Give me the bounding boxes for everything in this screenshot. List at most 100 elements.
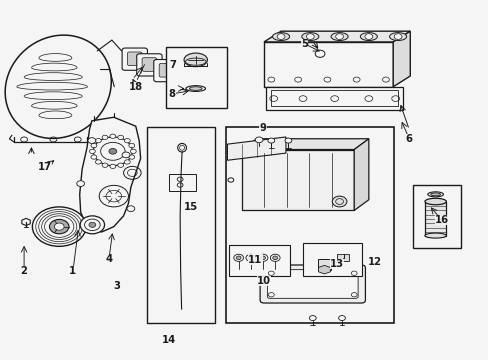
Polygon shape: [227, 137, 285, 160]
Circle shape: [309, 316, 316, 320]
Text: 2: 2: [20, 266, 27, 276]
Circle shape: [49, 220, 69, 234]
Ellipse shape: [424, 233, 446, 238]
Circle shape: [110, 164, 116, 168]
Circle shape: [77, 181, 84, 186]
Ellipse shape: [427, 192, 443, 197]
Circle shape: [272, 256, 277, 260]
FancyBboxPatch shape: [122, 48, 147, 70]
Circle shape: [91, 143, 97, 148]
Text: 12: 12: [367, 257, 382, 267]
Circle shape: [128, 155, 134, 159]
FancyBboxPatch shape: [167, 64, 192, 87]
Bar: [168, 174, 195, 191]
Circle shape: [89, 222, 96, 227]
Ellipse shape: [183, 53, 207, 67]
Polygon shape: [264, 42, 392, 87]
Circle shape: [118, 163, 123, 167]
Ellipse shape: [189, 87, 202, 90]
Circle shape: [130, 149, 136, 153]
Circle shape: [260, 256, 265, 260]
Circle shape: [110, 134, 116, 138]
Bar: [166, 47, 227, 108]
Circle shape: [88, 138, 96, 143]
Bar: [412, 185, 461, 248]
Bar: [228, 245, 289, 276]
Circle shape: [91, 155, 97, 159]
Text: 5: 5: [300, 39, 307, 49]
Circle shape: [277, 34, 285, 40]
Ellipse shape: [389, 33, 406, 41]
Circle shape: [331, 196, 346, 207]
Circle shape: [285, 138, 291, 143]
Text: 14: 14: [162, 334, 176, 345]
Bar: [225, 127, 393, 323]
Text: 7: 7: [168, 60, 175, 70]
Circle shape: [102, 163, 108, 167]
Circle shape: [124, 139, 130, 143]
Circle shape: [124, 160, 130, 164]
FancyBboxPatch shape: [159, 63, 173, 77]
Text: 16: 16: [434, 215, 448, 225]
Text: 9: 9: [259, 123, 266, 133]
Circle shape: [306, 34, 314, 40]
FancyBboxPatch shape: [127, 52, 142, 66]
Bar: [424, 202, 446, 235]
FancyBboxPatch shape: [172, 68, 187, 82]
Polygon shape: [318, 265, 330, 274]
FancyBboxPatch shape: [142, 58, 157, 71]
Polygon shape: [392, 31, 409, 87]
Text: 18: 18: [129, 82, 143, 92]
Circle shape: [32, 207, 86, 246]
Circle shape: [122, 152, 130, 158]
Ellipse shape: [301, 33, 318, 41]
Circle shape: [393, 34, 401, 40]
Polygon shape: [264, 31, 409, 42]
Polygon shape: [242, 149, 353, 211]
Ellipse shape: [360, 33, 377, 41]
Circle shape: [338, 316, 345, 320]
Text: 4: 4: [105, 254, 112, 264]
Polygon shape: [317, 259, 330, 270]
Bar: [303, 243, 361, 276]
Circle shape: [335, 34, 343, 40]
Bar: [271, 90, 397, 107]
Circle shape: [128, 143, 134, 148]
FancyBboxPatch shape: [260, 265, 365, 303]
Text: 8: 8: [168, 89, 176, 99]
Circle shape: [364, 34, 372, 40]
Text: 10: 10: [257, 276, 270, 286]
Polygon shape: [242, 139, 368, 149]
Text: 15: 15: [183, 202, 198, 212]
Circle shape: [236, 256, 241, 260]
Circle shape: [109, 148, 117, 154]
Circle shape: [245, 254, 255, 261]
Circle shape: [89, 149, 95, 153]
Circle shape: [267, 138, 274, 143]
Circle shape: [118, 135, 123, 140]
Circle shape: [102, 135, 108, 140]
Ellipse shape: [424, 198, 446, 205]
Circle shape: [54, 223, 64, 230]
Circle shape: [127, 206, 135, 212]
Circle shape: [255, 137, 263, 143]
Circle shape: [95, 139, 101, 143]
Text: 3: 3: [113, 281, 120, 291]
Bar: [266, 87, 402, 110]
Polygon shape: [353, 139, 368, 211]
Polygon shape: [22, 219, 30, 226]
Circle shape: [248, 256, 253, 260]
Bar: [336, 254, 348, 261]
Text: 11: 11: [247, 255, 262, 265]
Ellipse shape: [330, 33, 347, 41]
Text: 1: 1: [69, 266, 76, 276]
Polygon shape: [80, 117, 141, 232]
Text: 13: 13: [329, 259, 344, 269]
Circle shape: [270, 254, 280, 261]
FancyBboxPatch shape: [137, 54, 162, 76]
Ellipse shape: [177, 143, 186, 152]
Circle shape: [258, 254, 267, 261]
Ellipse shape: [185, 86, 205, 91]
Circle shape: [95, 160, 101, 164]
Circle shape: [233, 254, 243, 261]
